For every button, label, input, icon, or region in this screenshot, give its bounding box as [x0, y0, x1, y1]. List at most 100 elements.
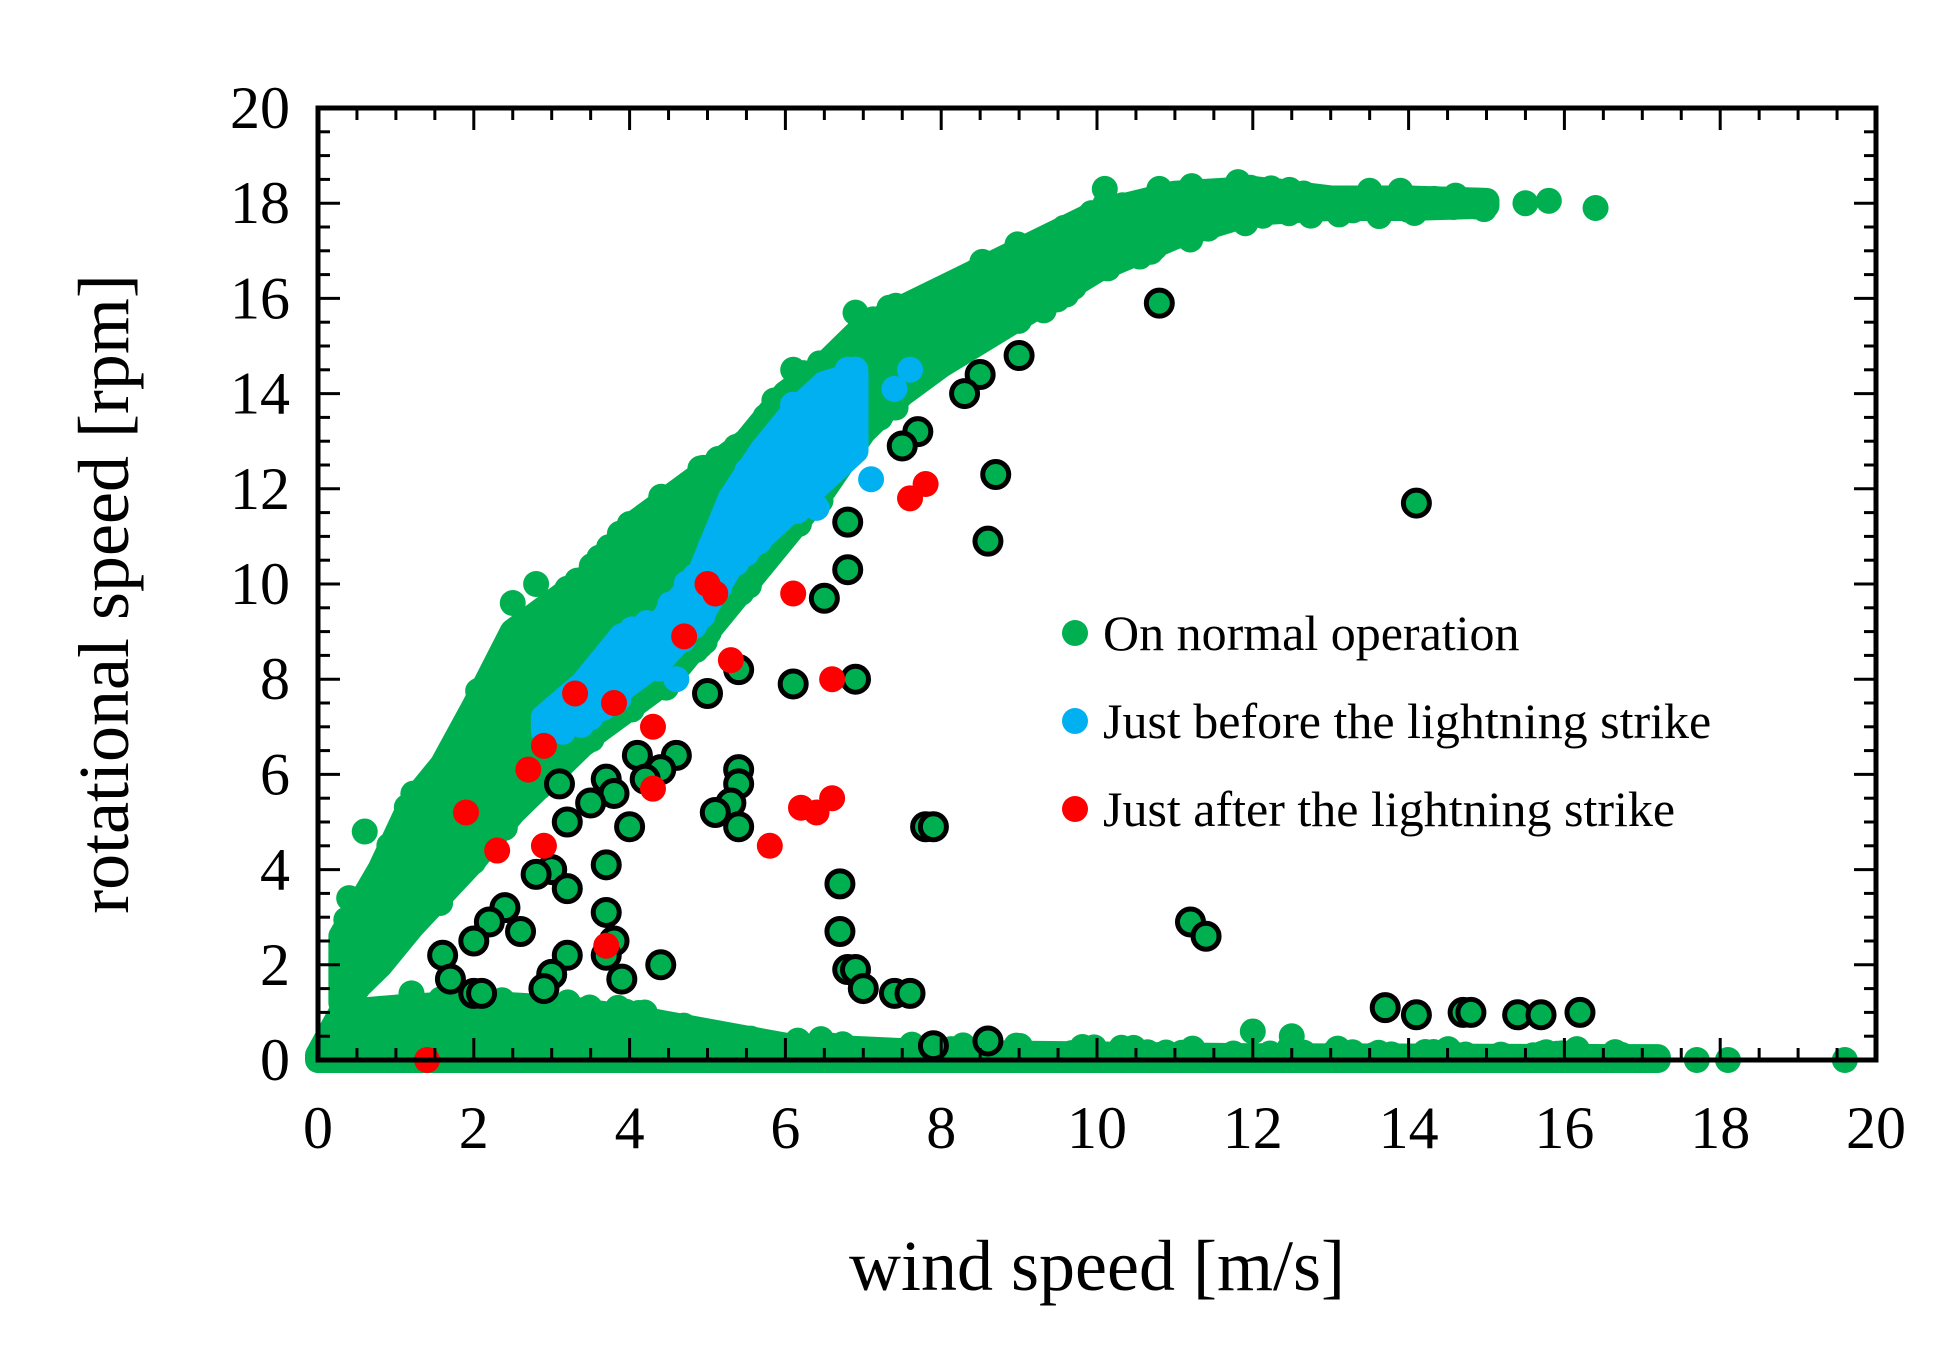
legend-label-before: Just before the lightning strike — [1103, 693, 1711, 749]
y-tick-label: 8 — [260, 646, 290, 712]
band-texture-dot — [1004, 302, 1031, 329]
data-point-outlined — [894, 977, 926, 1009]
data-point-outlined — [1190, 920, 1222, 952]
band-texture-dot — [1032, 1041, 1059, 1068]
band-texture-dot — [1351, 191, 1378, 218]
data-point — [1239, 1018, 1266, 1045]
band-texture-dot — [950, 1032, 977, 1059]
data-point-outlined — [1564, 996, 1596, 1028]
data-point-outlined — [606, 963, 638, 995]
data-point-outlined — [824, 868, 856, 900]
data-point — [530, 732, 557, 759]
data-point — [336, 885, 363, 912]
data-point-outlined — [466, 977, 498, 1009]
y-tick-label: 12 — [230, 456, 290, 522]
band-texture-dot — [629, 511, 656, 538]
y-tick-label: 6 — [260, 741, 290, 807]
band-texture-dot — [705, 446, 732, 473]
data-point — [756, 832, 783, 859]
data-point-outlined — [808, 582, 840, 614]
y-tick-label: 10 — [230, 551, 290, 617]
legend-item-normal: On normal operation — [1062, 605, 1520, 661]
data-point — [1582, 194, 1609, 221]
data-point-outlined — [434, 963, 466, 995]
data-point — [601, 690, 628, 716]
data-point-outlined — [832, 554, 864, 586]
data-point — [897, 356, 924, 383]
x-tick-label: 20 — [1846, 1095, 1906, 1161]
y-tick-label: 14 — [230, 361, 290, 427]
band-texture-dot — [604, 1000, 631, 1027]
x-axis-title: wind speed [m/s] — [849, 1226, 1345, 1306]
data-point — [343, 975, 370, 1002]
band-texture-dot — [427, 889, 454, 916]
data-point — [484, 837, 511, 864]
band-texture-dot — [1007, 1033, 1034, 1060]
data-point — [671, 623, 698, 650]
band-texture-dot — [1232, 210, 1259, 237]
data-point — [351, 818, 378, 845]
y-tick-label: 20 — [230, 75, 290, 141]
data-point — [912, 471, 939, 498]
data-point-outlined — [645, 949, 677, 981]
data-point-outlined — [1455, 996, 1487, 1028]
y-tick-label: 4 — [260, 837, 290, 903]
data-point-outlined — [723, 811, 755, 843]
band-texture-dot — [969, 248, 996, 275]
band-texture-dot — [320, 1014, 347, 1041]
data-point — [554, 575, 581, 602]
data-point — [639, 713, 666, 740]
axes-layer: 0 2 4 6 8 10 12 14 16 18 20 0 2 4 6 8 10 12 14 16 18 20 — [230, 75, 1906, 1161]
x-tick-label: 6 — [770, 1095, 800, 1161]
data-point — [1146, 175, 1173, 202]
data-point — [702, 580, 729, 607]
band-texture-dot — [737, 1025, 764, 1052]
band-texture-dot — [840, 435, 867, 462]
data-point — [710, 542, 737, 569]
series-normal-0 — [328, 169, 1609, 1016]
legend-marker-before — [1062, 708, 1088, 734]
data-layer — [305, 169, 1858, 1073]
band-texture-dot — [1094, 255, 1121, 282]
band-texture-dot — [1178, 173, 1205, 200]
data-point-outlined — [1369, 992, 1401, 1024]
band-texture-dot — [1049, 279, 1076, 306]
legend: On normal operation Just before the light… — [1062, 605, 1711, 837]
x-tick-label: 12 — [1223, 1095, 1283, 1161]
data-point — [523, 571, 550, 597]
band-texture-dot — [734, 457, 761, 484]
legend-label-after: Just after the lightning strike — [1103, 781, 1675, 837]
data-point-outlined — [505, 915, 537, 947]
data-point-outlined — [1143, 287, 1175, 319]
data-point — [881, 375, 908, 402]
x-tick-label: 16 — [1534, 1095, 1594, 1161]
band-texture-dot — [779, 391, 806, 418]
band-texture-dot — [1120, 1034, 1147, 1061]
data-point — [453, 823, 480, 850]
data-point — [1278, 1023, 1305, 1050]
band-texture-dot — [553, 993, 580, 1020]
data-point — [639, 775, 666, 802]
data-point — [616, 637, 643, 664]
data-point-outlined — [1400, 999, 1432, 1031]
band-texture-dot — [1462, 187, 1489, 214]
x-tick-label: 4 — [615, 1095, 645, 1161]
band-texture-dot — [597, 534, 624, 561]
series-after-4 — [414, 471, 939, 1073]
data-point — [1091, 175, 1118, 202]
band-texture-dot — [408, 780, 435, 807]
band-texture-dot — [465, 678, 492, 705]
y-tick-label: 16 — [230, 265, 290, 331]
band-texture-dot — [1387, 177, 1414, 204]
data-point — [1029, 228, 1056, 255]
data-point-outlined — [520, 858, 552, 890]
x-tick-label: 0 — [303, 1095, 333, 1161]
band-texture-dot — [1405, 193, 1432, 220]
data-point-outlined — [458, 925, 490, 957]
data-point — [577, 704, 604, 731]
legend-marker-normal — [1062, 620, 1088, 646]
band-texture-dot — [977, 316, 1004, 343]
data-point — [717, 647, 744, 674]
band-texture-dot — [610, 669, 637, 696]
